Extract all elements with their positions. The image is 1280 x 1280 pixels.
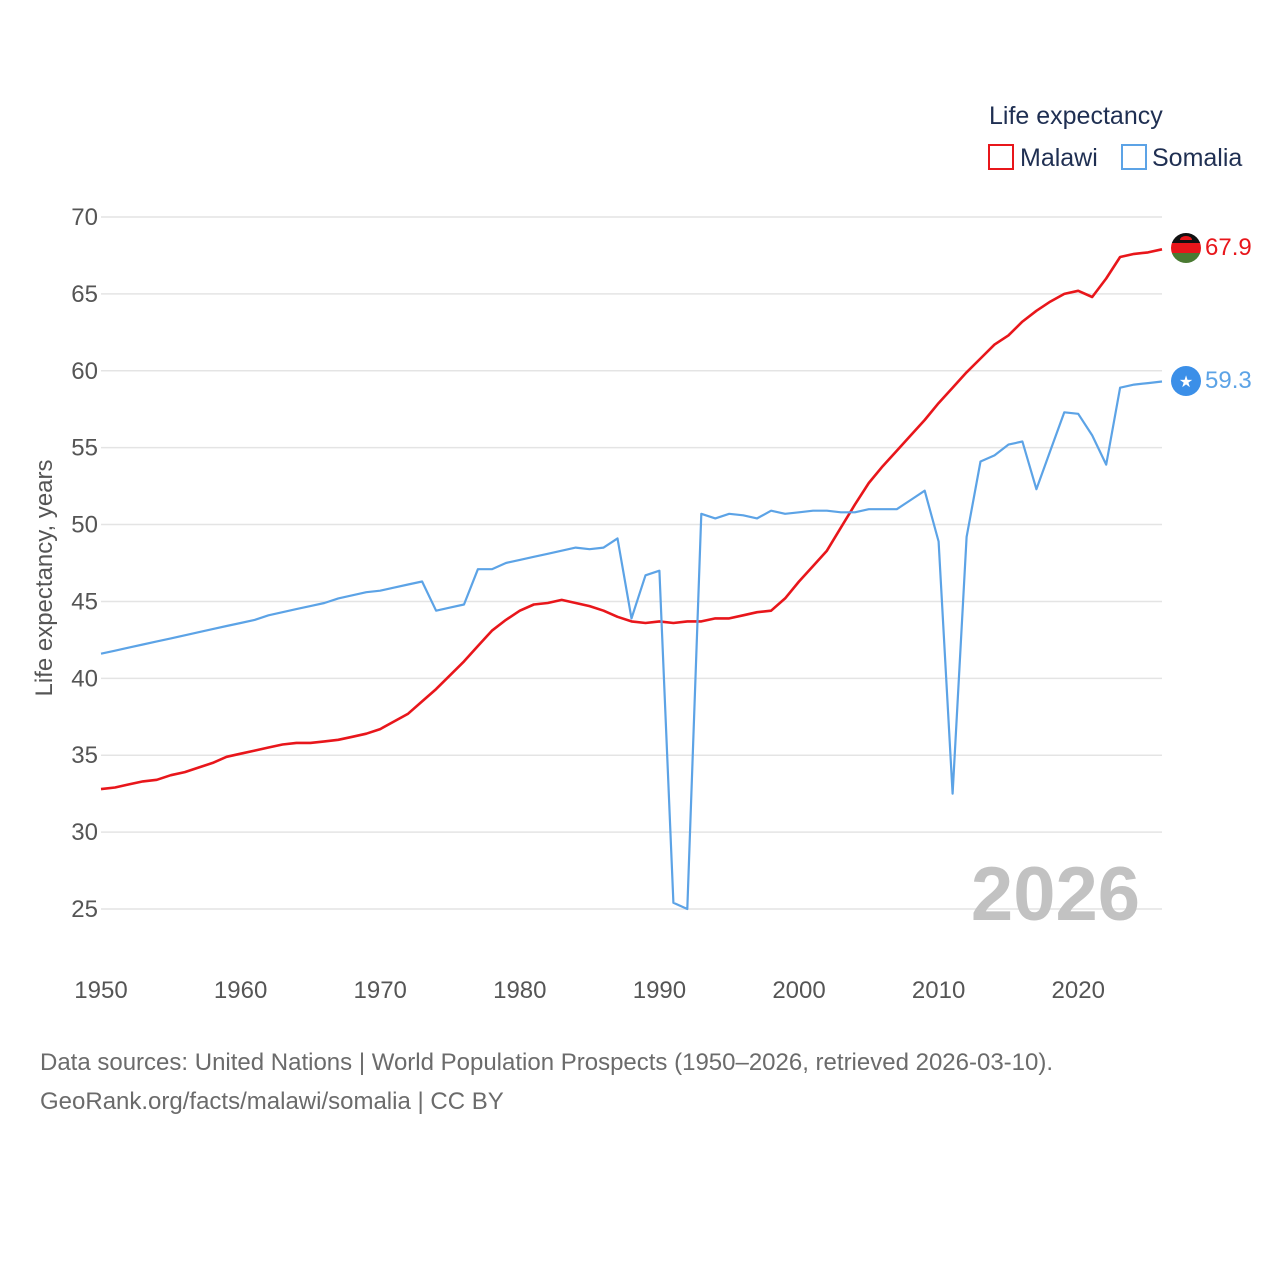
malawi-flag-marker bbox=[1171, 233, 1201, 263]
x-axis-ticks: 1950 1960 1970 1980 1990 2000 2010 2020 bbox=[74, 977, 1105, 1004]
x-tick-label: 2010 bbox=[912, 977, 965, 1004]
x-tick-label: 2020 bbox=[1052, 977, 1105, 1004]
y-tick-label: 25 bbox=[71, 896, 98, 923]
y-tick-label: 65 bbox=[71, 281, 98, 308]
x-tick-label: 1970 bbox=[354, 977, 407, 1004]
x-tick-label: 1960 bbox=[214, 977, 267, 1004]
x-tick-label: 1980 bbox=[493, 977, 546, 1004]
x-tick-label: 1950 bbox=[74, 977, 127, 1004]
y-axis-label: Life expectancy, years bbox=[31, 459, 58, 696]
gridlines bbox=[101, 216, 1162, 910]
legend-title: Life expectancy bbox=[989, 102, 1163, 130]
y-tick-label: 50 bbox=[71, 512, 98, 539]
series-line-malawi bbox=[100, 248, 1163, 791]
source-line-1: Data sources: United Nations | World Pop… bbox=[40, 1049, 1054, 1076]
year-watermark: 2026 bbox=[971, 852, 1140, 937]
series-line-somalia bbox=[100, 380, 1163, 911]
y-tick-label: 45 bbox=[71, 588, 98, 615]
legend-label-malawi: Malawi bbox=[1020, 144, 1098, 172]
source-line-2[interactable]: GeoRank.org/facts/malawi/somalia | CC BY bbox=[40, 1088, 504, 1115]
y-tick-label: 55 bbox=[71, 435, 98, 462]
source-note: Data sources: United Nations | World Pop… bbox=[40, 1043, 1053, 1121]
x-tick-label: 1990 bbox=[633, 977, 686, 1004]
legend: Life expectancy Malawi Somalia bbox=[988, 102, 1242, 172]
legend-swatch-somalia bbox=[1121, 144, 1147, 170]
legend-label-somalia: Somalia bbox=[1152, 144, 1242, 172]
y-tick-label: 35 bbox=[71, 742, 98, 769]
y-axis-ticks: 25 30 35 40 45 50 55 60 65 70 bbox=[71, 204, 98, 923]
malawi-end-value: 67.9 bbox=[1205, 234, 1252, 261]
legend-swatch-malawi bbox=[988, 144, 1014, 170]
y-tick-label: 70 bbox=[71, 204, 98, 231]
somalia-flag-marker: ★ bbox=[1171, 366, 1201, 396]
x-tick-label: 2000 bbox=[772, 977, 825, 1004]
svg-text:★: ★ bbox=[1179, 372, 1193, 391]
y-tick-label: 40 bbox=[71, 665, 98, 692]
legend-item-somalia[interactable]: Somalia bbox=[1121, 144, 1242, 172]
y-tick-label: 30 bbox=[71, 819, 98, 846]
somalia-end-value: 59.3 bbox=[1205, 367, 1252, 394]
legend-item-malawi[interactable]: Malawi bbox=[988, 144, 1098, 172]
series-lines bbox=[100, 248, 1163, 911]
y-tick-label: 60 bbox=[71, 358, 98, 385]
life-expectancy-chart: 25 30 35 40 45 50 55 60 65 70 1950 1960 1970 1980 199… bbox=[31, 102, 1252, 1004]
